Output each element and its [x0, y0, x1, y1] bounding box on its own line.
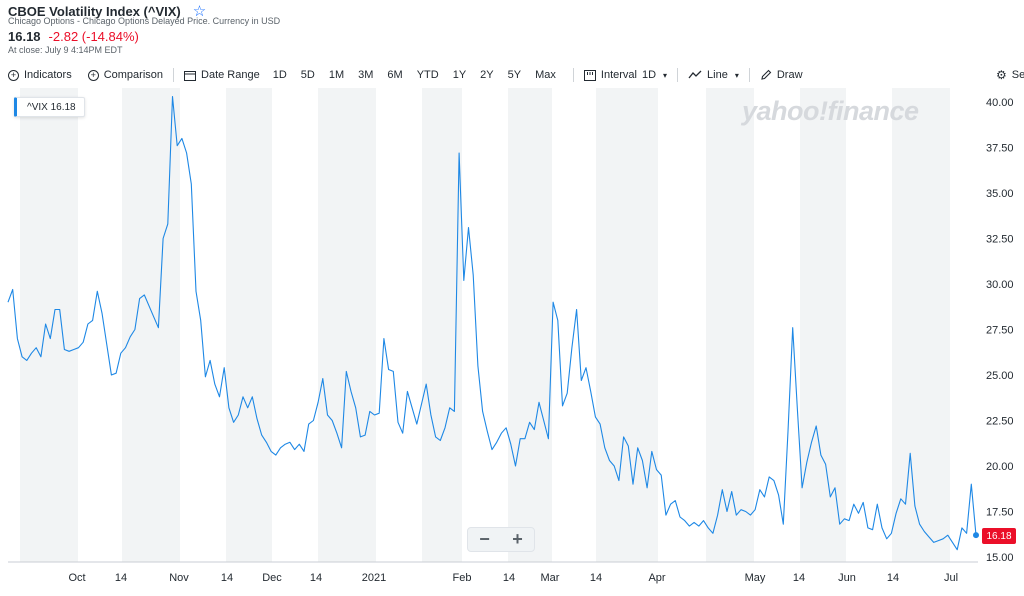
month-band — [706, 88, 754, 562]
x-tick-label: Nov — [169, 572, 189, 584]
range-1m[interactable]: 1M — [328, 69, 345, 81]
y-axis-labels: 40.00 37.50 35.00 32.50 30.00 27.50 25.00 22.50… — [986, 97, 1014, 564]
interval-label: Interval — [600, 69, 637, 81]
range-3m[interactable]: 3M — [358, 69, 374, 81]
x-tick-label: 14 — [503, 572, 515, 584]
y-tick-label: 27.50 — [986, 325, 1014, 337]
zoom-in-button[interactable]: + — [512, 529, 523, 549]
x-tick-label: 14 — [115, 572, 127, 584]
y-tick-label: 20.00 — [986, 461, 1014, 473]
y-tick-label: 30.00 — [986, 279, 1014, 291]
yahoo-finance-watermark: yahoo!finance — [742, 96, 919, 126]
month-band — [20, 88, 78, 562]
y-tick-label: 32.50 — [986, 234, 1014, 246]
range-1d[interactable]: 1D — [272, 69, 287, 81]
x-tick-label: May — [745, 572, 766, 584]
interval-button[interactable]: Interval 1D ▾ — [583, 69, 668, 81]
quote-title: CBOE Volatility Index (^VIX) — [8, 3, 181, 19]
comparison-button[interactable]: + Comparison — [87, 69, 164, 81]
calendar-icon — [184, 70, 197, 81]
month-band — [596, 88, 658, 562]
chevron-down-icon: ▾ — [734, 70, 739, 80]
chart-toolbar: + Indicators + Comparison Date Range 1D 5… — [0, 64, 1024, 86]
month-band — [226, 88, 272, 562]
range-5d[interactable]: 5D — [300, 69, 315, 81]
x-tick-label: Mar — [541, 572, 560, 584]
date-range-button[interactable]: Date Range — [184, 69, 260, 81]
month-band — [122, 88, 180, 562]
y-tick-label: 15.00 — [986, 552, 1014, 564]
quote-price-row: 16.18 -2.82 (-14.84%) — [8, 29, 139, 44]
settings-label: Se — [1011, 69, 1024, 81]
draw-button[interactable]: Draw — [760, 69, 803, 81]
range-1y[interactable]: 1Y — [452, 69, 467, 81]
interval-value: 1D — [641, 69, 657, 81]
date-range-label: Date Range — [201, 69, 260, 81]
range-max[interactable]: Max — [535, 69, 556, 81]
plus-circle-icon: + — [8, 69, 19, 81]
month-band — [422, 88, 462, 562]
quote-price: 16.18 — [8, 29, 41, 44]
watchlist-star-icon[interactable]: ☆ — [192, 3, 207, 20]
chart-type-label: Line — [707, 69, 728, 81]
x-tick-label: Feb — [453, 572, 472, 584]
last-price-tag: 16.18 — [982, 528, 1016, 544]
gear-icon: ⚙ — [996, 68, 1007, 82]
vix-line-chart[interactable]: 40.00 37.50 35.00 32.50 30.00 27.50 25.00 22.50… — [0, 88, 1024, 596]
quote-subtitle: Chicago Options - Chicago Options Delaye… — [8, 16, 281, 26]
close-time: At close: July 9 4:14PM EDT — [8, 45, 123, 55]
pencil-icon — [761, 69, 772, 80]
y-tick-label: 22.50 — [986, 416, 1014, 428]
series-line-vix — [7, 95, 977, 551]
x-tick-label: Jun — [838, 572, 856, 584]
legend-label: ^VIX 16.18 — [27, 101, 76, 113]
chart-type-button[interactable]: Line ▾ — [688, 69, 739, 81]
toolbar-divider — [572, 68, 574, 82]
y-tick-label: 40.00 — [986, 97, 1014, 109]
plus-circle-icon: + — [87, 69, 99, 81]
x-tick-label: 14 — [221, 572, 233, 584]
comparison-label: Comparison — [103, 69, 164, 81]
header-title: CBOE Volatility Index (^VIX) ☆ — [8, 2, 206, 20]
x-tick-label: 2021 — [362, 572, 386, 584]
x-tick-label: Apr — [648, 572, 665, 584]
x-tick-label: 14 — [793, 572, 805, 584]
x-axis-labels: Oct 14 Nov 14 Dec 14 2021 Feb 14 Mar 14 Apr May 14 Jun… — [68, 572, 958, 584]
month-band — [892, 88, 950, 562]
x-tick-label: Oct — [68, 572, 85, 584]
x-tick-label: 14 — [590, 572, 602, 584]
candles-icon — [583, 69, 596, 81]
series-legend[interactable]: ^VIX 16.18 — [14, 97, 85, 117]
range-6m[interactable]: 6M — [387, 69, 403, 81]
zoom-controls: − + — [467, 527, 535, 552]
range-buttons: 1D 5D 1M 3M 6M YTD 1Y 2Y 5Y Max — [266, 69, 563, 81]
chevron-down-icon: ▾ — [663, 70, 668, 80]
line-chart-icon — [688, 70, 702, 79]
last-point-marker — [973, 532, 979, 539]
x-tick-label: 14 — [310, 572, 322, 584]
toolbar-divider — [748, 68, 750, 82]
y-tick-label: 37.50 — [986, 143, 1014, 155]
month-band — [318, 88, 376, 562]
range-2y[interactable]: 2Y — [480, 69, 494, 81]
draw-label: Draw — [776, 69, 803, 81]
range-5y[interactable]: 5Y — [507, 69, 522, 81]
y-tick-label: 25.00 — [986, 370, 1014, 382]
settings-button[interactable]: ⚙ Se — [996, 68, 1024, 82]
toolbar-divider — [173, 68, 175, 82]
toolbar-divider — [677, 68, 679, 82]
indicators-label: Indicators — [24, 69, 72, 81]
x-tick-label: 14 — [887, 572, 899, 584]
range-ytd[interactable]: YTD — [416, 69, 439, 81]
indicators-button[interactable]: + Indicators — [8, 69, 72, 81]
x-tick-label: Jul — [944, 572, 958, 584]
month-band — [800, 88, 846, 562]
zoom-out-button[interactable]: − — [479, 529, 490, 549]
y-tick-label: 35.00 — [986, 188, 1014, 200]
x-tick-label: Dec — [262, 572, 282, 584]
month-bands — [20, 88, 950, 562]
month-band — [508, 88, 552, 562]
quote-change: -2.82 (-14.84%) — [48, 29, 139, 44]
y-tick-label: 17.50 — [986, 507, 1014, 519]
